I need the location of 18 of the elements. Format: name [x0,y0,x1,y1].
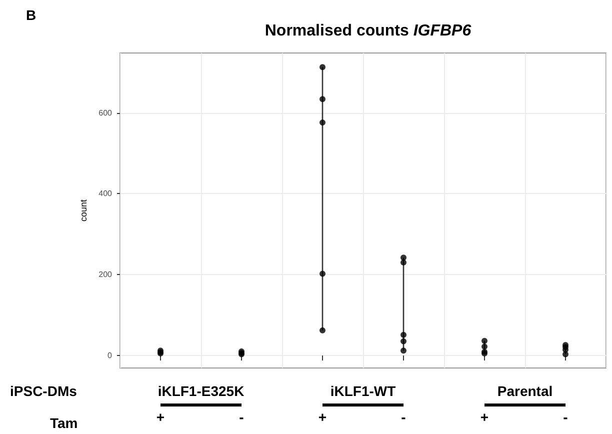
x-tick-label: - [563,409,568,425]
text: iPSC-DMs [10,383,78,399]
text: iKLF1-WT [330,383,396,399]
y-tick-label: 400 [98,189,113,198]
text: B [26,7,36,23]
chart-title: Normalised counts IGFBP6 [264,22,472,40]
x-tick-label: - [239,409,244,425]
y-axis-title: count [78,199,88,222]
x-tick-label: - [401,409,406,425]
y-tick-label: 200 [98,270,113,280]
text: iKLF1-E325K [158,383,244,399]
x-tick-label: + [318,409,327,425]
x-tick-label: + [480,409,489,425]
text: Parental [497,383,553,399]
x-tick-label: + [156,409,165,425]
y-tick-label: 0 [108,350,113,360]
y-tick-label: 600 [98,108,113,118]
text: Tam [50,415,78,431]
